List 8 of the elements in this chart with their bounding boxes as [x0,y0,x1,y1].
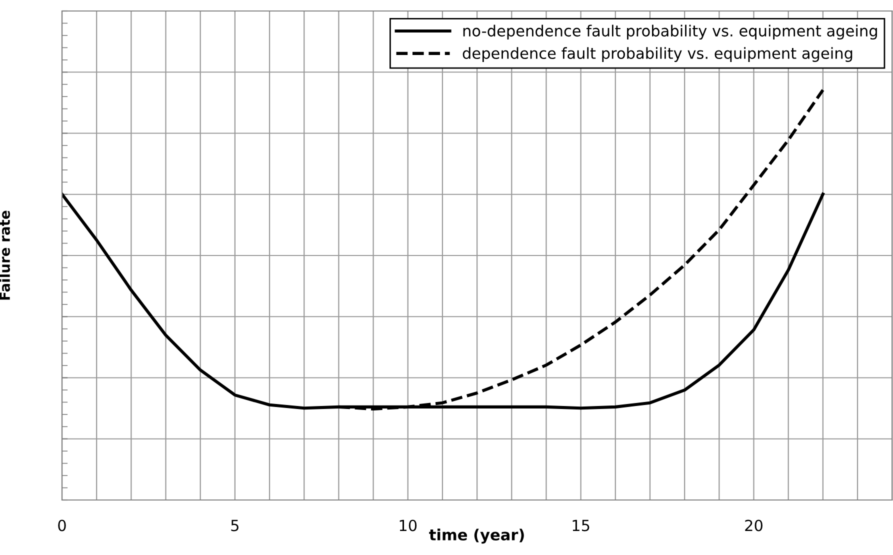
x-tick-label: 10 [400,520,417,532]
x-tick-label: 20 [745,520,762,532]
x-tick-label: 15 [572,520,590,532]
legend-label: no-dependence fault probability vs. equipment ageing [463,24,877,40]
x-tick-label: 5 [231,520,238,532]
x-tick-label: 0 [58,520,66,532]
x-axis-title: time (year) [429,528,524,544]
legend-label: dependence fault probability vs. equipment ageing [462,47,852,62]
